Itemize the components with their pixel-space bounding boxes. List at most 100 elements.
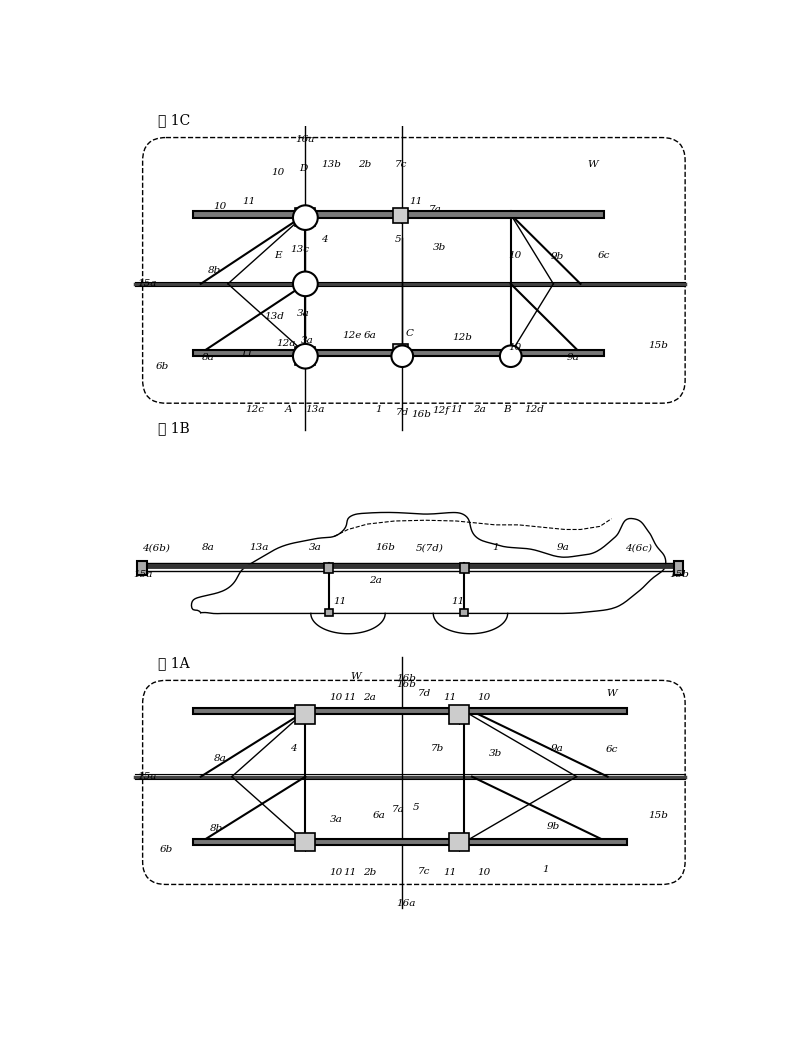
Text: 10: 10	[330, 868, 343, 878]
Text: 13d: 13d	[265, 313, 284, 321]
Text: 5: 5	[413, 803, 419, 812]
Text: W: W	[587, 160, 598, 169]
Text: 6c: 6c	[606, 746, 618, 754]
Text: 8b: 8b	[208, 267, 222, 275]
Text: 9a: 9a	[551, 743, 564, 753]
Text: 16a: 16a	[397, 899, 416, 908]
Bar	[449, 833, 469, 852]
Text: C: C	[406, 330, 414, 338]
Text: 2b: 2b	[363, 868, 376, 878]
Text: W: W	[350, 672, 361, 681]
Text: 5(7d): 5(7d)	[415, 544, 443, 552]
Bar	[449, 705, 469, 723]
Bar	[393, 344, 409, 359]
Text: 13a: 13a	[306, 405, 325, 414]
Text: 10: 10	[330, 693, 343, 701]
Text: 8b: 8b	[210, 824, 223, 833]
Text: 10: 10	[508, 343, 522, 352]
Text: 2a: 2a	[369, 575, 382, 585]
Text: 15b: 15b	[648, 341, 668, 350]
Bar	[295, 208, 315, 226]
Text: B: B	[503, 405, 510, 414]
Text: 1: 1	[492, 544, 498, 552]
Text: 11: 11	[444, 693, 457, 701]
Bar	[295, 705, 315, 723]
Text: 2b: 2b	[358, 160, 372, 169]
Text: 13b: 13b	[321, 160, 341, 169]
Text: 12a: 12a	[276, 339, 296, 349]
Text: 7d: 7d	[418, 689, 430, 698]
Text: 10: 10	[477, 868, 490, 878]
Text: 16b: 16b	[412, 411, 431, 419]
Text: 2a: 2a	[474, 405, 486, 414]
Circle shape	[293, 272, 318, 296]
Text: 10: 10	[508, 251, 522, 259]
Text: 11: 11	[242, 197, 255, 206]
Text: 3a: 3a	[297, 309, 310, 317]
Text: 8a: 8a	[202, 353, 215, 361]
Text: 図 1C: 図 1C	[158, 113, 190, 128]
Bar	[193, 211, 604, 217]
Text: 7a: 7a	[392, 805, 405, 814]
Bar	[325, 609, 333, 616]
Text: 11: 11	[344, 693, 357, 701]
Text: 7b: 7b	[430, 743, 444, 753]
Text: 3a: 3a	[302, 336, 314, 344]
Text: 8a: 8a	[214, 755, 226, 763]
Circle shape	[391, 345, 413, 367]
Text: D: D	[299, 164, 307, 173]
Text: 6a: 6a	[373, 811, 386, 820]
Text: 7a: 7a	[429, 205, 441, 213]
Text: 9a: 9a	[566, 353, 579, 361]
Text: 1: 1	[376, 405, 382, 414]
Text: 12e: 12e	[342, 331, 362, 340]
Bar	[295, 833, 315, 852]
Text: 15b: 15b	[670, 570, 690, 579]
Text: 図 1B: 図 1B	[158, 422, 190, 436]
Text: 1: 1	[542, 864, 549, 874]
Text: 13c: 13c	[290, 245, 310, 254]
Text: 7c: 7c	[418, 867, 430, 876]
Text: E: E	[274, 251, 282, 259]
Circle shape	[293, 206, 318, 230]
Text: 9b: 9b	[546, 822, 560, 832]
Text: 5: 5	[395, 235, 402, 245]
Text: 13a: 13a	[249, 544, 269, 552]
Text: 4(6b): 4(6b)	[142, 544, 170, 552]
Text: 11: 11	[451, 597, 465, 606]
Text: 12b: 12b	[453, 333, 473, 342]
Text: 16b: 16b	[396, 679, 416, 689]
Text: 15b: 15b	[648, 811, 668, 820]
Text: 16a: 16a	[296, 135, 315, 144]
Text: 9b: 9b	[550, 252, 564, 261]
Bar	[393, 208, 409, 223]
Text: A: A	[285, 405, 292, 414]
Text: 10: 10	[477, 693, 490, 701]
Bar	[460, 609, 468, 616]
Bar	[459, 564, 469, 573]
Text: 11: 11	[344, 868, 357, 878]
Text: 10: 10	[272, 168, 285, 176]
Text: 8a: 8a	[202, 544, 215, 552]
Text: 11: 11	[334, 597, 347, 606]
Text: 2a: 2a	[363, 693, 376, 701]
Text: 11: 11	[450, 405, 463, 414]
Bar	[674, 561, 682, 575]
Bar	[193, 708, 627, 714]
Bar	[138, 561, 146, 575]
Text: 10: 10	[214, 203, 226, 211]
Text: 9a: 9a	[557, 544, 570, 552]
Text: 6c: 6c	[598, 251, 610, 259]
Text: W: W	[606, 689, 617, 698]
Text: 15a: 15a	[137, 279, 156, 289]
Text: 11: 11	[241, 349, 254, 358]
Text: 11: 11	[410, 197, 423, 206]
Text: 3b: 3b	[489, 749, 502, 758]
Text: 11: 11	[444, 868, 457, 878]
Bar	[193, 350, 604, 356]
Text: 16b: 16b	[396, 674, 416, 684]
Text: 15a: 15a	[137, 772, 156, 781]
Text: 3a: 3a	[330, 815, 342, 823]
Bar	[295, 346, 315, 365]
Text: 12c: 12c	[246, 405, 265, 414]
